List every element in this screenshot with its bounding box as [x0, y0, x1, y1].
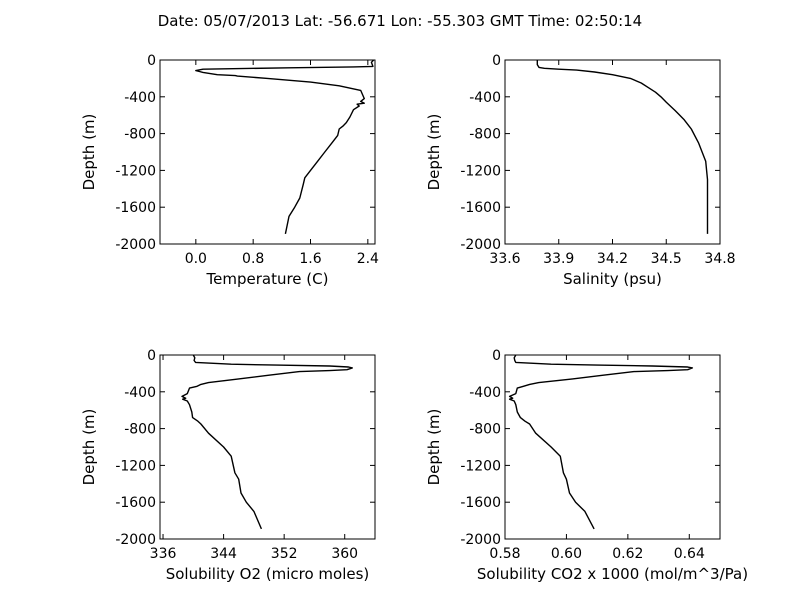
temperature-y-tick-label: 0	[147, 53, 156, 69]
figure-title: Date: 05/07/2013 Lat: -56.671 Lon: -55.3…	[158, 12, 642, 30]
subplot-grid: 0.0 0.8 1.6 2.4 0 -400 -800 -1200 -1600 -2000 Temp…	[80, 53, 748, 583]
temperature-plot-frame	[159, 59, 376, 245]
co2-solubility-y-tick-label: -2000	[460, 532, 501, 548]
temperature-x-tick-label: 0.8	[242, 251, 264, 267]
co2-solubility-y-tick-label: -800	[469, 422, 501, 438]
co2-solubility-profile-line	[508, 354, 694, 530]
o2-solubility-y-tick-label: 0	[147, 348, 156, 364]
co2-solubility-x-tick-label: 0.64	[674, 546, 705, 562]
salinity-y-tick-label: 0	[492, 53, 501, 69]
co2-solubility-x-tick-label: 0.58	[489, 546, 520, 562]
salinity-plot-frame	[504, 59, 721, 245]
co2-solubility-y-axis-label: Depth (m)	[425, 409, 443, 486]
salinity-x-tick-label: 34.2	[597, 251, 628, 267]
co2-solubility-plot-frame	[504, 354, 721, 540]
o2-solubility-subplot: 336 344 352 360 0 -400 -800 -1200 -1600 -2000 Solu…	[80, 348, 376, 583]
temperature-x-axis-label: Temperature (C)	[206, 270, 329, 288]
o2-solubility-y-tick-label: -1600	[115, 495, 156, 511]
temperature-y-tick-label: -800	[124, 127, 156, 143]
o2-solubility-profile-line	[181, 354, 353, 530]
temperature-y-tick-label: -1600	[115, 200, 156, 216]
temperature-y-axis-label: Depth (m)	[80, 114, 98, 191]
salinity-x-tick-label: 33.6	[489, 251, 520, 267]
temperature-subplot: 0.0 0.8 1.6 2.4 0 -400 -800 -1200 -1600 -2000 Temp…	[80, 53, 379, 288]
co2-solubility-subplot: 0.58 0.60 0.62 0.64 0 -400 -800 -1200 -1600 -2000…	[425, 348, 748, 583]
o2-solubility-x-tick-label: 352	[271, 546, 298, 562]
o2-solubility-y-tick-label: -400	[124, 385, 156, 401]
o2-solubility-y-axis-label: Depth (m)	[80, 409, 98, 486]
co2-solubility-x-axis-label: Solubility CO2 x 1000 (mol/m^3/Pa)	[477, 565, 748, 583]
salinity-subplot: 33.6 33.9 34.2 34.5 34.8 0 -400 -800 -1200 -1600 -…	[425, 53, 736, 288]
temperature-x-tick-label: 2.4	[357, 251, 379, 267]
o2-solubility-x-tick-label: 344	[210, 546, 237, 562]
co2-solubility-x-tick-label: 0.62	[612, 546, 643, 562]
o2-solubility-x-tick-label: 360	[331, 546, 358, 562]
temperature-x-tick-label: 0.0	[185, 251, 207, 267]
co2-solubility-y-tick-label: -1200	[460, 458, 501, 474]
co2-solubility-y-tick-label: -400	[469, 385, 501, 401]
co2-solubility-y-tick-label: -1600	[460, 495, 501, 511]
salinity-y-tick-label: -2000	[460, 237, 501, 253]
salinity-y-tick-label: -1200	[460, 163, 501, 179]
temperature-x-tick-label: 1.6	[299, 251, 321, 267]
temperature-y-tick-label: -1200	[115, 163, 156, 179]
salinity-x-axis-label: Salinity (psu)	[563, 270, 662, 288]
o2-solubility-y-tick-label: -1200	[115, 458, 156, 474]
o2-solubility-x-axis-label: Solubility O2 (micro moles)	[166, 565, 370, 583]
co2-solubility-x-tick-label: 0.60	[551, 546, 582, 562]
salinity-x-tick-label: 34.5	[651, 251, 682, 267]
salinity-x-tick-label: 33.9	[543, 251, 574, 267]
o2-solubility-y-tick-label: -2000	[115, 532, 156, 548]
salinity-y-tick-label: -800	[469, 127, 501, 143]
salinity-y-tick-label: -1600	[460, 200, 501, 216]
salinity-y-tick-label: -400	[469, 90, 501, 106]
o2-solubility-y-tick-label: -800	[124, 422, 156, 438]
temperature-y-tick-label: -2000	[115, 237, 156, 253]
co2-solubility-y-tick-label: 0	[492, 348, 501, 364]
salinity-y-axis-label: Depth (m)	[425, 114, 443, 191]
o2-solubility-plot-frame	[159, 354, 376, 540]
o2-solubility-x-tick-label: 336	[150, 546, 177, 562]
salinity-profile-line	[536, 60, 709, 234]
salinity-x-tick-label: 34.8	[704, 251, 735, 267]
temperature-profile-line	[195, 59, 375, 235]
temperature-y-tick-label: -400	[124, 90, 156, 106]
